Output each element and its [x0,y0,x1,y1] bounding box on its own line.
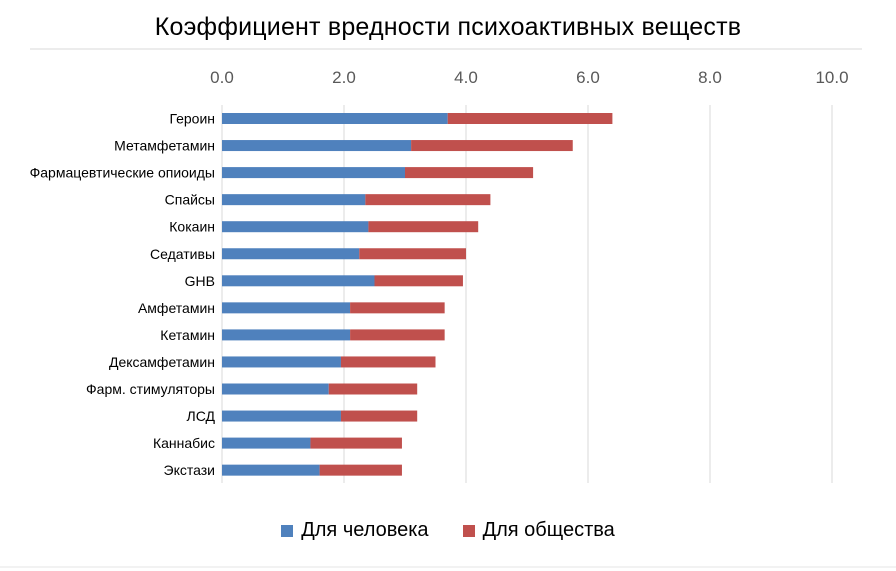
bar-society [405,167,534,179]
x-tick-label: 4.0 [454,68,478,87]
bar-society [411,140,573,152]
x-tick-label: 8.0 [698,68,722,87]
bar-society [340,356,436,368]
x-tick-label: 10.0 [815,68,848,87]
bar-human [222,140,412,152]
category-label: Кетамин [160,327,215,343]
bar-society [319,464,402,476]
bar-society [447,113,613,124]
category-label: Каннабис [153,435,215,451]
bars [222,113,613,476]
legend-item-human: Для человека [281,519,429,542]
x-tick-label: 6.0 [576,68,600,87]
bar-human [222,194,366,206]
bar-society [350,329,445,341]
legend-swatch-society [462,524,475,537]
category-label: Дексамфетамин [109,354,215,370]
category-label: Экстази [164,462,215,478]
bar-human [222,302,351,314]
bar-human [222,221,369,233]
bar-society [368,221,479,233]
bar-human [222,248,360,260]
bar-human [222,329,351,341]
category-label: Метамфетамин [114,138,215,154]
category-label: Героин [169,111,215,127]
category-label: Фармацевтические опиоиды [30,165,215,181]
bar-human [222,356,341,368]
category-label: Седативы [150,246,215,262]
category-label: Амфетамин [138,300,215,316]
category-label: Спайсы [165,192,215,208]
legend: Для человека Для общества [0,519,896,542]
x-axis-ticks: 0.0 2.0 4.0 6.0 8.0 10.0 [210,68,848,87]
bar-society [350,302,445,314]
legend-label-human: Для человека [301,519,429,541]
bar-human [222,113,448,124]
category-label: GHB [185,273,215,289]
legend-item-society: Для общества [462,519,615,542]
category-label: ЛСД [187,408,216,424]
x-tick-label: 0.0 [210,68,234,87]
category-label: Кокаин [169,219,215,235]
bar-human [222,275,375,287]
category-labels: Героин Метамфетамин Фармацевтические опиои… [30,111,216,479]
bar-human [222,464,320,476]
bar-human [222,383,329,395]
bar-society [359,248,466,260]
bar-society [310,437,402,449]
bar-society [365,194,491,206]
bar-society [374,275,463,287]
bar-human [222,437,311,449]
bar-human [222,410,341,422]
bar-human [222,167,405,179]
gridlines [221,105,833,483]
bar-society [328,383,418,395]
legend-swatch-human [281,524,294,537]
legend-label-society: Для общества [482,519,615,541]
chart-title: Коэффициент вредности психоактивных веще… [154,13,742,41]
bar-society [340,410,418,422]
x-tick-label: 2.0 [332,68,356,87]
category-label: Фарм. стимуляторы [86,381,215,397]
